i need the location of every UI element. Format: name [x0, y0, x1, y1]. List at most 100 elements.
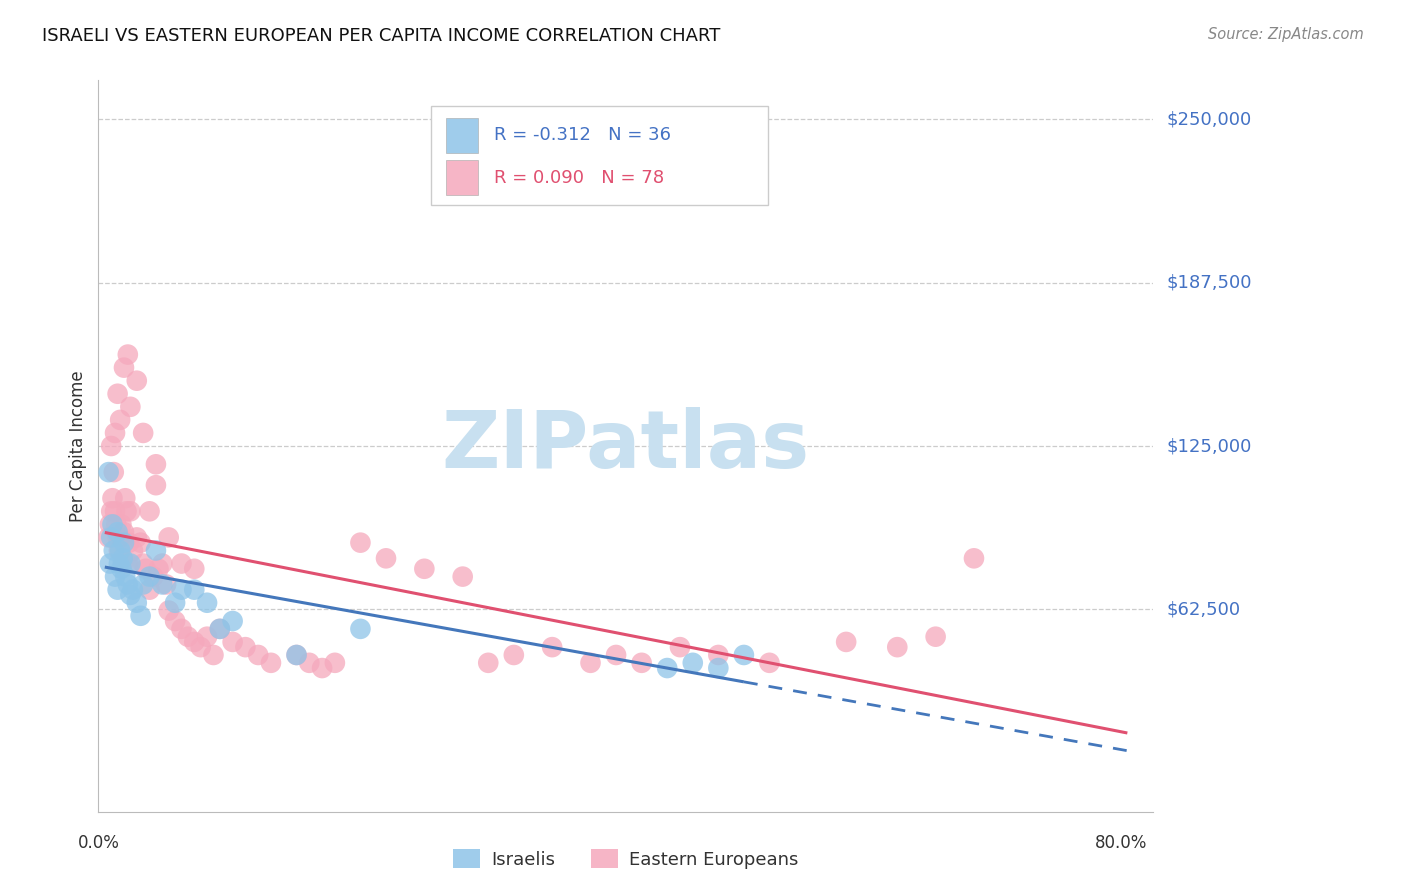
Point — [349, 535, 371, 549]
Point — [101, 517, 124, 532]
Point — [120, 504, 142, 518]
Point — [707, 648, 730, 662]
Point — [122, 543, 145, 558]
Point — [100, 439, 122, 453]
Point — [183, 562, 205, 576]
Point — [202, 648, 225, 662]
Point — [145, 543, 167, 558]
Point — [107, 525, 129, 540]
Point — [669, 640, 692, 655]
Point — [682, 656, 704, 670]
Point — [110, 562, 132, 576]
Point — [105, 517, 128, 532]
Point — [605, 648, 627, 662]
FancyBboxPatch shape — [447, 118, 478, 153]
Point — [221, 635, 243, 649]
Point — [125, 596, 148, 610]
Point — [170, 622, 193, 636]
Point — [115, 504, 138, 518]
Point — [120, 400, 142, 414]
Point — [208, 622, 231, 636]
Point — [103, 465, 125, 479]
Point — [111, 557, 134, 571]
Point — [142, 569, 165, 583]
Point — [170, 557, 193, 571]
Point — [148, 562, 170, 576]
Point — [98, 517, 121, 532]
Point — [120, 588, 142, 602]
Text: R = 0.090   N = 78: R = 0.090 N = 78 — [494, 169, 664, 186]
Point — [97, 530, 120, 544]
Point — [477, 656, 499, 670]
Point — [108, 543, 131, 558]
Point — [97, 465, 120, 479]
Point — [183, 635, 205, 649]
Point — [108, 543, 131, 558]
Point — [924, 630, 946, 644]
Point — [138, 569, 160, 583]
Text: $125,000: $125,000 — [1167, 437, 1253, 455]
Point — [758, 656, 780, 670]
Legend: Israelis, Eastern Europeans: Israelis, Eastern Europeans — [446, 842, 806, 876]
Point — [118, 535, 141, 549]
Point — [112, 360, 135, 375]
Point — [165, 614, 187, 628]
Point — [98, 557, 121, 571]
Point — [208, 622, 231, 636]
Point — [117, 348, 139, 362]
Point — [183, 582, 205, 597]
Point — [104, 504, 127, 518]
Point — [285, 648, 308, 662]
Point — [323, 656, 346, 670]
Point — [114, 491, 136, 506]
Point — [247, 648, 270, 662]
Point — [221, 614, 243, 628]
Point — [108, 557, 131, 571]
Point — [298, 656, 321, 670]
Point — [112, 535, 135, 549]
Point — [135, 562, 157, 576]
Point — [117, 577, 139, 591]
Point — [155, 577, 177, 591]
Point — [129, 608, 152, 623]
Point — [120, 557, 142, 571]
Point — [112, 525, 135, 540]
Point — [107, 386, 129, 401]
Point — [963, 551, 986, 566]
Point — [125, 530, 148, 544]
Point — [502, 648, 524, 662]
Text: $62,500: $62,500 — [1167, 600, 1241, 618]
Point — [110, 517, 132, 532]
Point — [132, 557, 155, 571]
Point — [630, 656, 652, 670]
Point — [451, 569, 474, 583]
Point — [138, 504, 160, 518]
Point — [349, 622, 371, 636]
Point — [117, 557, 139, 571]
Point — [145, 478, 167, 492]
Point — [733, 648, 755, 662]
Point — [132, 577, 155, 591]
Point — [157, 603, 180, 617]
Text: $250,000: $250,000 — [1167, 111, 1253, 128]
Y-axis label: Per Capita Income: Per Capita Income — [69, 370, 87, 522]
Point — [413, 562, 436, 576]
Point — [195, 596, 218, 610]
Point — [195, 630, 218, 644]
Point — [707, 661, 730, 675]
Point — [100, 504, 122, 518]
Point — [657, 661, 679, 675]
Point — [886, 640, 908, 655]
Text: R = -0.312   N = 36: R = -0.312 N = 36 — [494, 126, 671, 145]
Text: Source: ZipAtlas.com: Source: ZipAtlas.com — [1208, 27, 1364, 42]
Point — [579, 656, 602, 670]
Point — [111, 551, 134, 566]
Point — [107, 530, 129, 544]
Point — [150, 577, 173, 591]
Point — [165, 596, 187, 610]
Point — [125, 374, 148, 388]
Text: 80.0%: 80.0% — [1095, 834, 1147, 852]
Point — [170, 582, 193, 597]
FancyBboxPatch shape — [447, 160, 478, 195]
Point — [129, 535, 152, 549]
